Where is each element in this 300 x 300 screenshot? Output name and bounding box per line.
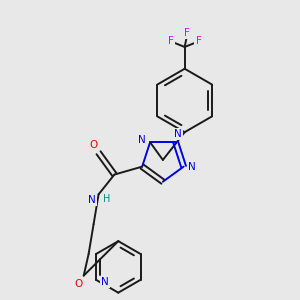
Text: F: F <box>184 28 190 38</box>
Text: N: N <box>188 162 195 172</box>
Text: H: H <box>103 194 110 204</box>
Text: O: O <box>75 279 83 289</box>
Text: N: N <box>138 135 146 145</box>
Text: F: F <box>168 36 174 46</box>
Text: N: N <box>174 129 182 139</box>
Text: F: F <box>196 36 202 46</box>
Text: N: N <box>101 277 109 287</box>
Text: N: N <box>88 195 95 205</box>
Text: O: O <box>89 140 98 150</box>
